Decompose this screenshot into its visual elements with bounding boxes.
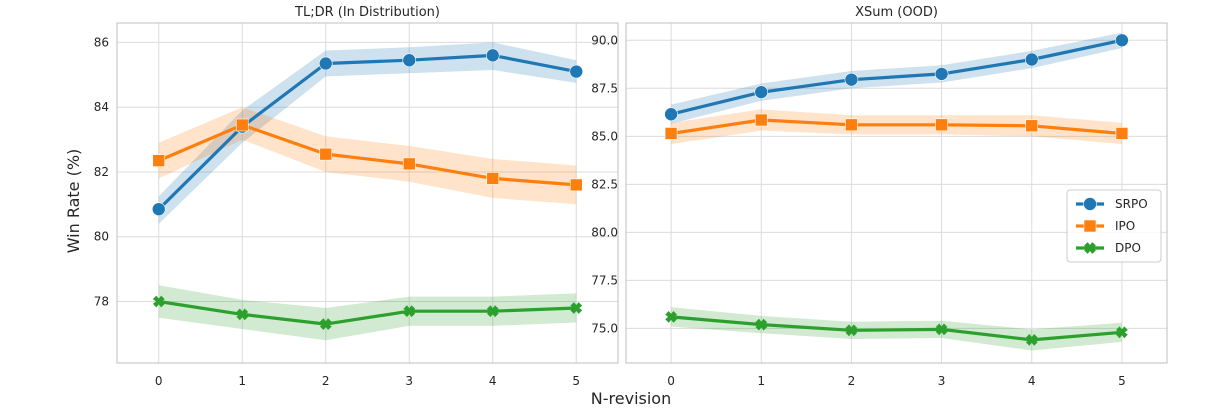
tldr-point-ipo (569, 178, 583, 192)
xsum-point-srpo (754, 85, 769, 99)
tldr-line-ipo (158, 123, 577, 187)
tldr-y-tick-label: 82 (94, 165, 109, 179)
xsum-point-dpo (935, 323, 948, 336)
xsum-point-ipo (664, 127, 678, 140)
tldr-band-dpo (158, 285, 577, 341)
xsum-y-tick-label: 75.0 (591, 321, 618, 335)
tldr-point-ipo (319, 147, 333, 161)
legend: SRPO IPO DPO (1066, 189, 1162, 263)
tldr-y-tick-label: 78 (94, 294, 109, 308)
legend-label-srpo: SRPO (1115, 197, 1148, 211)
xsum-point-dpo (845, 324, 858, 337)
xsum-y-tick-label: 85.0 (591, 129, 618, 143)
xsum-point-dpo (1025, 334, 1038, 346)
tldr-y-tick-label: 84 (94, 100, 109, 114)
tldr-point-srpo (485, 48, 500, 63)
xsum-plot-frame (625, 22, 1168, 364)
tldr-x-tick-label: 3 (405, 374, 413, 388)
xsum-point-srpo (664, 107, 678, 122)
tldr-plot-frame (116, 22, 619, 364)
tldr-point-ipo (235, 118, 249, 132)
xsum-x-tick-label: 4 (1028, 374, 1036, 388)
y-axis-label: Win Rate (%) (64, 149, 83, 254)
legend-marker-dpo (1084, 242, 1096, 254)
tldr-line-srpo (157, 53, 577, 211)
tldr-point-ipo (402, 157, 416, 171)
xsum-x-tick-label: 3 (938, 374, 946, 388)
xsum-title: XSum (OOD) (855, 5, 938, 20)
xsum-y-tick-label: 90.0 (591, 33, 618, 47)
tldr-title: TL;DR (In Distribution) (294, 5, 440, 20)
tldr-point-dpo (319, 318, 332, 330)
xsum-y-tick-label: 77.5 (591, 273, 618, 287)
legend-label-ipo: IPO (1115, 219, 1135, 233)
legend-marker-ipo (1083, 219, 1097, 233)
xsum-x-tick-label: 1 (757, 374, 765, 388)
tldr-point-dpo (486, 305, 499, 318)
xsum-line-dpo (670, 315, 1123, 342)
xsum-x-tick-label: 0 (667, 374, 675, 388)
tldr-point-dpo (570, 302, 583, 314)
xsum-point-ipo (1025, 119, 1039, 133)
xsum-point-dpo (665, 311, 677, 323)
tldr-point-ipo (152, 154, 166, 167)
xsum-point-dpo (755, 318, 768, 331)
tldr-point-dpo (403, 305, 416, 318)
xsum-point-ipo (845, 118, 858, 132)
tldr-x-tick-label: 0 (155, 374, 163, 388)
tldr-point-ipo (486, 172, 500, 185)
tldr-x-tick-label: 5 (572, 374, 580, 388)
tldr-point-srpo (151, 202, 166, 216)
tldr-point-srpo (318, 56, 333, 71)
xsum-y-tick-label: 82.5 (591, 177, 618, 191)
xsum-band-ipo (671, 109, 1122, 144)
xsum-point-srpo (1024, 52, 1039, 67)
xsum-x-tick-label: 5 (1118, 374, 1126, 388)
xsum-x-tick-label: 2 (848, 374, 856, 388)
xsum-point-srpo (934, 67, 949, 81)
tldr-point-srpo (569, 64, 584, 79)
xsum-point-ipo (935, 118, 948, 132)
tldr-line-dpo (158, 299, 577, 326)
tldr-point-dpo (152, 295, 165, 308)
panel-tldr: 0 1 2 3 4 5 78 80 82 84 86 TL;DR (In Distribution) (94, 5, 619, 388)
xsum-point-srpo (1115, 33, 1129, 48)
tldr-point-dpo (236, 308, 249, 321)
panel-xsum: 0 1 2 3 4 5 75.0 77.5 80.0 82.5 85.0 87.5 90.0 XSum (… (591, 5, 1168, 388)
xsum-point-dpo (1116, 326, 1128, 339)
xsum-line-srpo (670, 38, 1123, 116)
tldr-x-tick-label: 2 (322, 374, 330, 388)
xsum-line-ipo (670, 118, 1123, 136)
tldr-x-tick-label: 1 (238, 374, 246, 388)
xsum-point-srpo (844, 72, 859, 87)
xsum-y-tick-label: 80.0 (591, 225, 618, 239)
xsum-point-ipo (1115, 127, 1129, 140)
tldr-point-srpo (402, 53, 417, 68)
legend-marker-srpo (1083, 197, 1097, 211)
tldr-y-tick-label: 86 (94, 35, 109, 49)
tldr-y-tick-label: 80 (94, 230, 109, 244)
xsum-point-ipo (754, 113, 768, 127)
xsum-y-tick-label: 87.5 (591, 81, 618, 95)
x-axis-label: N-revision (591, 389, 671, 408)
legend-label-dpo: DPO (1115, 241, 1141, 255)
tldr-x-tick-label: 4 (489, 374, 497, 388)
